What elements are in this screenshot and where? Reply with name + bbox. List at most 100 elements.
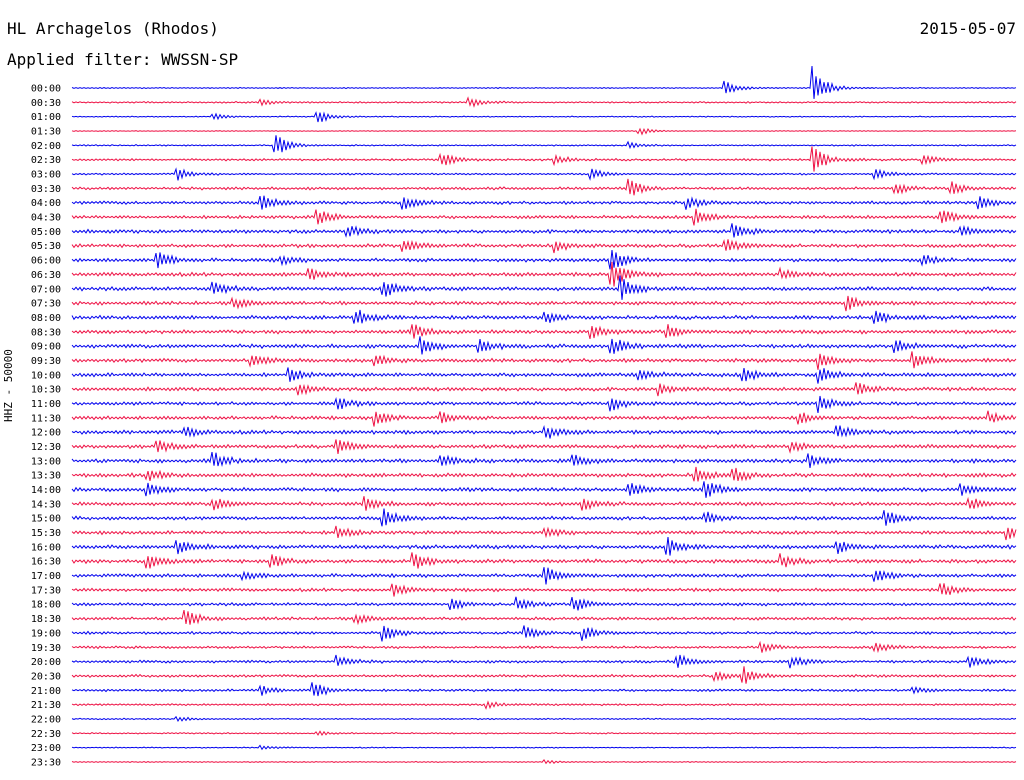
row-time-label: 17:30 (31, 585, 61, 596)
trace-row-0000 (71, 65, 1017, 99)
row-time-label: 15:00 (31, 514, 61, 525)
row-time-label: 21:30 (31, 700, 61, 711)
row-time-label: 16:30 (31, 557, 61, 568)
row-time-label: 12:30 (31, 442, 61, 453)
trace-row-0900 (71, 336, 1017, 355)
trace-row-1200 (71, 424, 1017, 439)
row-time-label: 21:00 (31, 686, 61, 697)
row-time-label: 18:30 (31, 614, 61, 625)
row-time-label: 19:00 (31, 628, 61, 639)
trace-row-1530 (71, 525, 1017, 541)
trace-group (71, 65, 1017, 765)
row-time-label: 20:30 (31, 671, 61, 682)
row-time-label: 09:00 (31, 342, 61, 353)
trace-row-1100 (71, 395, 1017, 413)
row-time-label: 08:00 (31, 313, 61, 324)
row-time-label: 02:30 (31, 155, 61, 166)
trace-row-1130 (71, 410, 1017, 427)
trace-row-0300 (71, 167, 1017, 181)
tick-label-group: 00:00 00:30 01:00 01:30 02:00 02:30 03:00 03:30… (31, 84, 61, 769)
trace-row-0530 (71, 239, 1017, 254)
row-time-label: 00:30 (31, 98, 61, 109)
trace-row-1930 (71, 640, 1017, 654)
date-label: 2015-05-07 (919, 19, 1016, 38)
trace-row-1000 (71, 367, 1017, 384)
row-time-label: 02:00 (31, 141, 61, 152)
row-time-label: 23:30 (31, 757, 61, 768)
row-time-label: 13:30 (31, 471, 61, 482)
row-time-label: 01:30 (31, 127, 61, 138)
trace-row-0730 (71, 295, 1017, 312)
row-time-label: 04:00 (31, 198, 61, 209)
trace-row-1800 (71, 596, 1017, 611)
row-time-label: 16:00 (31, 542, 61, 553)
row-time-label: 17:00 (31, 571, 61, 582)
row-time-label: 10:00 (31, 370, 61, 381)
trace-row-0630 (71, 261, 1017, 287)
row-time-label: 06:00 (31, 256, 61, 267)
trace-row-1830 (71, 609, 1017, 626)
trace-row-2300 (71, 744, 1017, 751)
row-time-label: 10:30 (31, 385, 61, 396)
row-time-label: 03:00 (31, 170, 61, 181)
row-time-label: 12:00 (31, 428, 61, 439)
trace-row-1500 (71, 508, 1017, 527)
trace-row-0200 (71, 135, 1017, 153)
trace-row-0400 (71, 195, 1017, 210)
row-time-label: 19:30 (31, 643, 61, 654)
trace-row-0130 (71, 127, 1017, 136)
row-time-label: 07:30 (31, 299, 61, 310)
trace-row-0430 (71, 208, 1017, 226)
trace-row-1600 (71, 537, 1017, 556)
trace-row-2100 (71, 682, 1017, 697)
trace-row-1330 (71, 466, 1017, 482)
trace-row-2330 (71, 759, 1017, 765)
trace-row-1230 (71, 439, 1017, 454)
trace-row-1900 (71, 625, 1017, 642)
trace-row-2000 (71, 654, 1017, 669)
trace-row-1630 (71, 552, 1017, 569)
row-time-label: 15:30 (31, 528, 61, 539)
row-time-label: 11:30 (31, 413, 61, 424)
trace-row-2200 (71, 715, 1017, 722)
trace-row-0100 (71, 111, 1017, 123)
trace-row-2130 (71, 700, 1017, 710)
station-title: HL Archagelos (Rhodos) (7, 19, 219, 38)
row-time-label: 18:00 (31, 600, 61, 611)
row-time-label: 04:30 (31, 213, 61, 224)
row-time-label: 05:00 (31, 227, 61, 238)
row-time-label: 06:30 (31, 270, 61, 281)
row-time-label: 20:00 (31, 657, 61, 668)
row-time-label: 11:00 (31, 399, 61, 410)
trace-row-1400 (71, 481, 1017, 498)
trace-row-0700 (71, 275, 1017, 300)
row-time-label: 22:30 (31, 729, 61, 740)
trace-row-0830 (71, 324, 1017, 340)
trace-row-2030 (71, 666, 1017, 684)
trace-row-1030 (71, 382, 1017, 397)
row-time-label: 00:00 (31, 84, 61, 95)
row-time-label: 14:30 (31, 499, 61, 510)
trace-row-1430 (71, 496, 1017, 511)
row-time-label: 08:30 (31, 327, 61, 338)
row-time-label: 03:30 (31, 184, 61, 195)
trace-row-1730 (71, 583, 1017, 597)
row-time-label: 05:30 (31, 241, 61, 252)
trace-row-0500 (71, 223, 1017, 238)
row-time-label: 22:00 (31, 714, 61, 725)
trace-row-0230 (71, 146, 1017, 172)
trace-row-0030 (71, 96, 1017, 108)
trace-row-1700 (71, 567, 1017, 585)
row-time-label: 01:00 (31, 112, 61, 123)
row-time-label: 14:00 (31, 485, 61, 496)
trace-row-0330 (71, 178, 1017, 196)
row-time-label: 23:00 (31, 743, 61, 754)
row-time-label: 09:30 (31, 356, 61, 367)
trace-row-1300 (71, 452, 1017, 468)
trace-row-0930 (71, 351, 1017, 370)
filter-label: Applied filter: WWSSN-SP (7, 50, 239, 69)
trace-row-0600 (71, 249, 1017, 270)
trace-row-2230 (71, 730, 1017, 736)
trace-row-0800 (71, 309, 1017, 324)
